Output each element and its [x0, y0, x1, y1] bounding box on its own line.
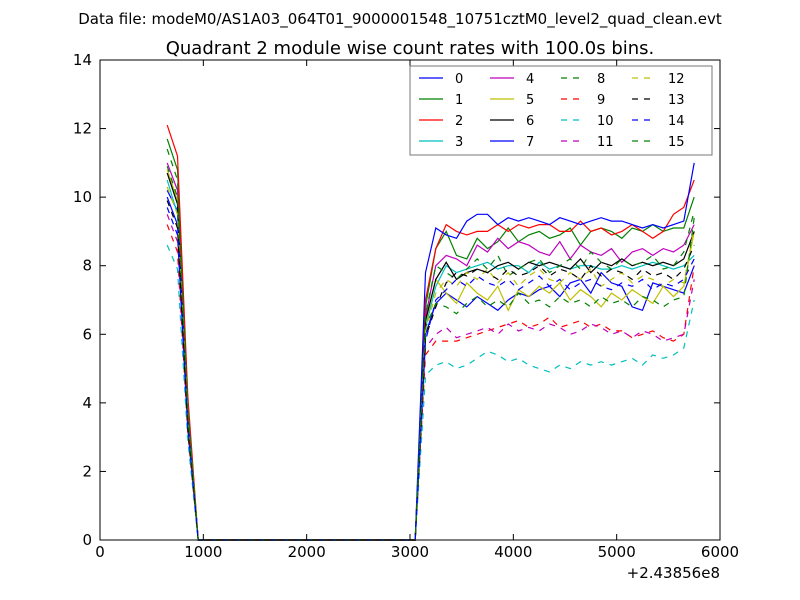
x-tick-label: 4000 [494, 543, 532, 561]
y-tick-label: 2 [82, 462, 92, 480]
y-tick-label: 8 [82, 257, 92, 275]
series-line-0 [166, 190, 695, 541]
legend-label-10: 10 [597, 114, 614, 129]
series-line-10 [166, 244, 695, 541]
y-tick-label: 14 [73, 51, 92, 69]
legend-label-2: 2 [455, 114, 463, 129]
x-offset-label: +2.43856e8 [627, 564, 720, 582]
x-tick-label: 1000 [184, 543, 222, 561]
chart-title: Quadrant 2 module wise count rates with … [166, 38, 655, 59]
legend-label-5: 5 [526, 93, 534, 108]
legend-label-15: 15 [668, 135, 685, 150]
legend-label-14: 14 [668, 114, 685, 129]
legend-box [409, 65, 713, 156]
y-tick-label: 0 [82, 531, 92, 549]
legend-label-13: 13 [668, 93, 685, 108]
series-line-8 [166, 148, 695, 541]
legend-label-1: 1 [455, 93, 463, 108]
series-line-7 [166, 162, 695, 541]
legend-label-7: 7 [526, 135, 534, 150]
legend-label-0: 0 [455, 72, 463, 87]
x-tick-label: 3000 [391, 543, 429, 561]
figure-suptitle: Data file: modeM0/AS1A03_064T01_90000015… [78, 10, 722, 29]
legend-label-12: 12 [668, 72, 685, 87]
series-line-6 [166, 172, 695, 541]
legend-label-8: 8 [597, 72, 605, 87]
series-line-5 [166, 169, 695, 541]
legend-label-4: 4 [526, 72, 534, 87]
series-line-1 [166, 138, 695, 541]
legend-label-9: 9 [597, 93, 605, 108]
series-layer [166, 124, 695, 541]
y-tick-label: 10 [73, 188, 92, 206]
x-tick-label: 2000 [288, 543, 326, 561]
series-line-4 [166, 162, 695, 541]
y-tick-label: 12 [73, 120, 92, 138]
series-line-14 [166, 207, 695, 541]
x-tick-label: 0 [95, 543, 105, 561]
x-tick-label: 6000 [701, 543, 739, 561]
series-line-12 [166, 186, 695, 541]
x-tick-label: 5000 [598, 543, 636, 561]
legend-label-11: 11 [597, 135, 614, 150]
legend-label-3: 3 [455, 135, 463, 150]
y-tick-label: 4 [82, 394, 92, 412]
legend-label-6: 6 [526, 114, 534, 129]
y-tick-label: 6 [82, 325, 92, 343]
series-line-15 [166, 166, 695, 541]
